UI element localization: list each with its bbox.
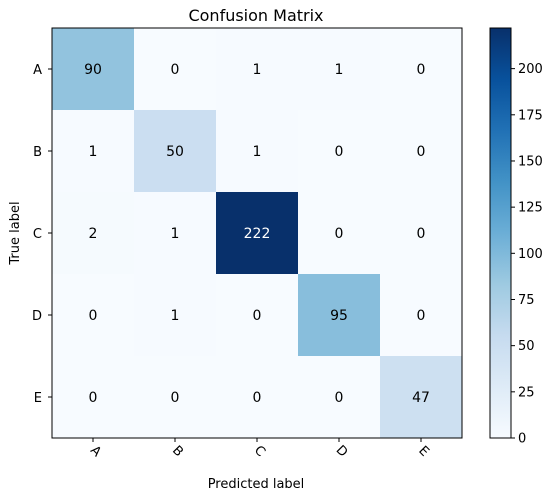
y-tick-label-e: E <box>34 391 42 406</box>
heatmap-cell-c-b <box>134 192 217 275</box>
y-tick-label-b: B <box>33 145 42 160</box>
cell-value-c-a: 2 <box>89 226 98 242</box>
cell-value-b-d: 0 <box>335 144 344 160</box>
colorbar <box>489 27 512 439</box>
heatmap-cell-a-b <box>134 28 217 111</box>
cell-value-d-b: 1 <box>171 308 180 324</box>
cell-labels: 90 0 1 1 0 1 50 1 0 0 2 1 222 0 0 0 1 0 95 0 0 0 0 0 47 <box>84 62 430 406</box>
colorbar-tick-label-150: 150 <box>518 154 543 169</box>
heatmap-cell-b-e <box>380 110 463 193</box>
heatmap-cell-e-b <box>134 356 217 439</box>
heatmap-cell-e-a <box>52 356 135 439</box>
heatmap-cell-a-c <box>216 28 299 111</box>
heatmap-cells <box>52 28 463 439</box>
heatmap-cell-b-d <box>298 110 381 193</box>
cell-value-e-e: 47 <box>412 390 430 406</box>
heatmap-cell-c-c <box>216 192 299 275</box>
cell-value-c-c: 222 <box>244 226 271 242</box>
heatmap-cell-a-a <box>52 28 135 111</box>
y-tick-label-d: D <box>32 309 42 324</box>
colorbar-tick-label-200: 200 <box>518 62 543 77</box>
cell-value-b-a: 1 <box>89 144 98 160</box>
colorbar-tick-label-125: 125 <box>518 201 543 216</box>
x-tick-label-a: A <box>87 443 104 460</box>
cell-value-a-e: 0 <box>417 62 426 78</box>
heatmap-cell-d-b <box>134 274 217 357</box>
colorbar-tick-label-0: 0 <box>518 432 526 447</box>
colorbar-tick-label-100: 100 <box>518 247 543 262</box>
cell-value-d-e: 0 <box>417 308 426 324</box>
x-tick-label-e: E <box>415 443 431 459</box>
cell-value-b-b: 50 <box>166 144 184 160</box>
colorbar-tick-label-175: 175 <box>518 108 543 123</box>
cell-value-a-c: 1 <box>253 62 262 78</box>
y-tick-label-c: C <box>33 227 42 242</box>
heatmap-cell-c-d <box>298 192 381 275</box>
x-tick-label-c: C <box>251 443 268 460</box>
x-tick-label-d: D <box>333 443 351 461</box>
heatmap-cell-d-d <box>298 274 381 357</box>
heatmap-cell-d-a <box>52 274 135 357</box>
colorbar-tick-label-50: 50 <box>518 339 535 354</box>
heatmap-cell-d-c <box>216 274 299 357</box>
x-tick-label-b: B <box>169 443 186 460</box>
cell-value-b-c: 1 <box>253 144 262 160</box>
cell-value-d-c: 0 <box>253 308 262 324</box>
cell-value-c-d: 0 <box>335 226 344 242</box>
heatmap-cell-e-d <box>298 356 381 439</box>
cell-value-a-b: 0 <box>171 62 180 78</box>
cell-value-c-b: 1 <box>171 226 180 242</box>
cell-value-d-a: 0 <box>89 308 98 324</box>
chart-title: Confusion Matrix <box>188 6 323 25</box>
cell-value-b-e: 0 <box>417 144 426 160</box>
heatmap-cell-b-b <box>134 110 217 193</box>
heatmap-cell-a-e <box>380 28 463 111</box>
x-axis-label: Predicted label <box>208 477 305 492</box>
cell-value-e-b: 0 <box>171 390 180 406</box>
cell-value-a-a: 90 <box>84 62 102 78</box>
cell-value-c-e: 0 <box>417 226 426 242</box>
colorbar-tick-label-25: 25 <box>518 385 535 400</box>
cell-value-e-d: 0 <box>335 390 344 406</box>
colorbar-ticks: 0 25 50 75 100 125 150 175 200 <box>511 62 543 447</box>
x-axis-ticks: A B C D E <box>87 438 432 460</box>
cell-value-e-c: 0 <box>253 390 262 406</box>
colorbar-tick-label-75: 75 <box>518 293 535 308</box>
y-axis-label: True label <box>8 201 23 265</box>
heatmap-cell-c-e <box>380 192 463 275</box>
cell-value-d-d: 95 <box>330 308 348 324</box>
heatmap-cell-e-e <box>380 356 463 439</box>
y-axis-ticks: A B C D E <box>32 63 52 406</box>
cell-value-e-a: 0 <box>89 390 98 406</box>
cell-value-a-d: 1 <box>335 62 344 78</box>
heatmap-cell-d-e <box>380 274 463 357</box>
heatmap-cell-b-a <box>52 110 135 193</box>
heatmap-cell-e-c <box>216 356 299 439</box>
heatmap-cell-b-c <box>216 110 299 193</box>
heatmap-cell-a-d <box>298 28 381 111</box>
heatmap-cell-c-a <box>52 192 135 275</box>
y-tick-label-a: A <box>33 63 42 78</box>
